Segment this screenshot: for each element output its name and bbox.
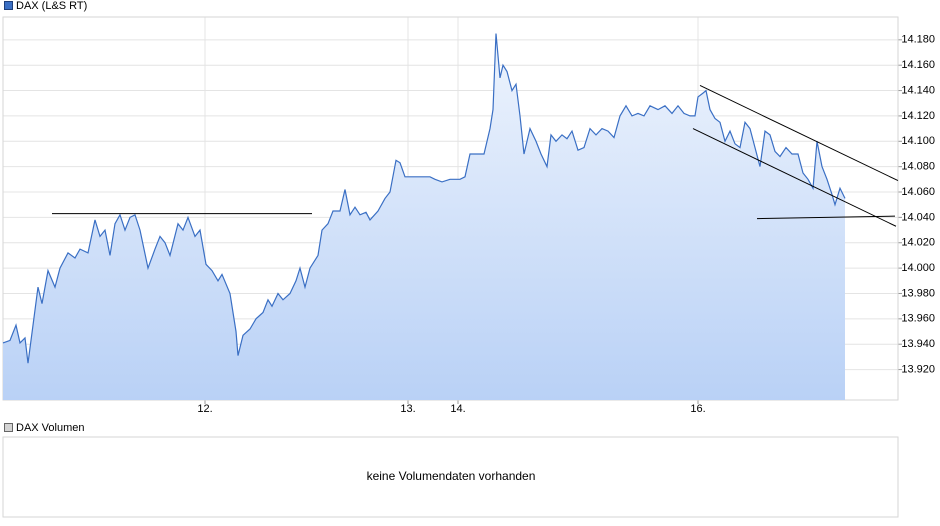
y-tick-label: 13.920 <box>901 363 935 375</box>
y-tick-label: 14.100 <box>901 135 935 147</box>
y-tick-label: 14.060 <box>901 186 935 198</box>
y-tick-label: 14.140 <box>901 84 935 96</box>
x-tick-label: 13. <box>400 403 415 415</box>
x-tick-label: 12. <box>197 403 212 415</box>
empty-message: keine Volumendaten vorhanden <box>367 469 536 483</box>
trend-line <box>692 128 897 227</box>
y-tick-label: 13.940 <box>901 338 935 350</box>
y-tick-label: 14.080 <box>901 161 935 173</box>
area-fill <box>3 33 845 400</box>
legend-swatch <box>4 1 13 10</box>
y-tick-label: 13.980 <box>901 287 935 299</box>
y-tick-label: 14.000 <box>901 262 935 274</box>
y-tick-label: 14.020 <box>901 237 935 249</box>
price-line <box>2 33 846 364</box>
y-tick-label: 14.160 <box>901 59 935 71</box>
legend-label: DAX (L&S RT) <box>16 0 87 12</box>
y-tick-label: 13.960 <box>901 313 935 325</box>
trend-line <box>699 85 899 182</box>
y-tick-label: 14.120 <box>901 110 935 122</box>
y-tick-label: 14.180 <box>901 34 935 46</box>
x-tick-label: 14. <box>450 403 465 415</box>
legend-label: DAX Volumen <box>16 422 84 434</box>
legend-swatch <box>4 423 13 432</box>
trend-line <box>756 215 896 220</box>
y-tick-label: 14.040 <box>901 211 935 223</box>
x-tick-label: 16. <box>690 403 705 415</box>
plot-frame <box>2 436 899 518</box>
